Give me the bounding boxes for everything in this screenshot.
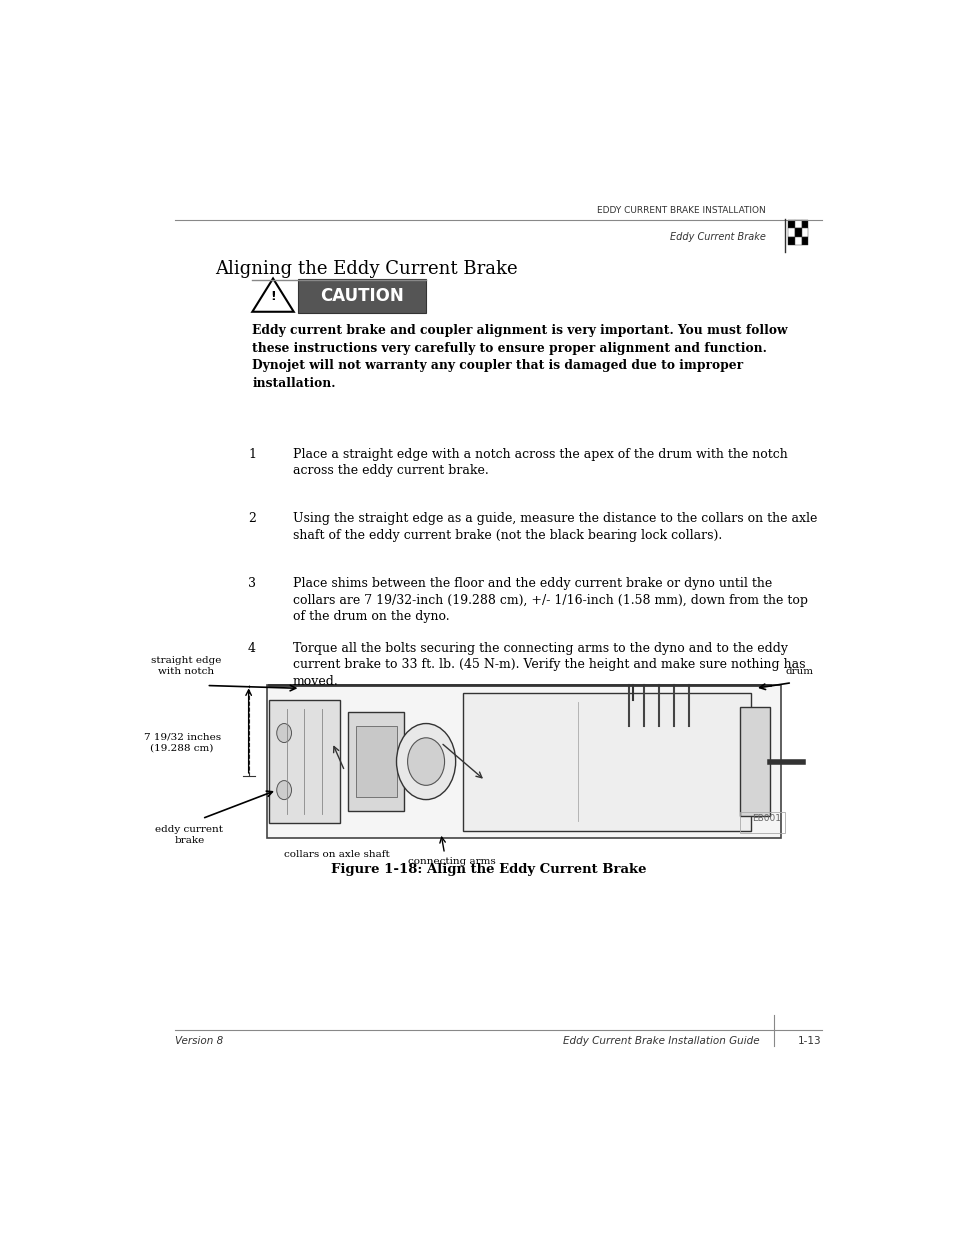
Bar [355,726,396,798]
Bar [794,228,801,237]
Bar [740,706,769,816]
Text: EB001: EB001 [751,814,781,824]
Text: eddy current
brake: eddy current brake [155,825,223,846]
Text: connecting arms: connecting arms [408,857,496,866]
Text: 1-13: 1-13 [797,1036,821,1046]
Text: Using the straight edge as a guide, measure the distance to the collars on the a: Using the straight edge as a guide, meas… [293,513,817,542]
Text: collars on axle shaft: collars on axle shaft [284,850,390,860]
Text: !: ! [270,290,275,303]
Polygon shape [252,278,294,311]
Text: 7 19/32 inches
(19.288 cm): 7 19/32 inches (19.288 cm) [143,732,220,752]
Text: Eddy Current Brake: Eddy Current Brake [670,232,765,242]
Text: Place shims between the floor and the eddy current brake or dyno until the
colla: Place shims between the floor and the ed… [293,577,807,624]
Circle shape [396,724,456,799]
Text: Eddy current brake and coupler alignment is very important. You must follow
thes: Eddy current brake and coupler alignment… [252,324,787,389]
Bar [740,811,783,832]
Bar [801,228,807,237]
Circle shape [276,781,292,799]
Circle shape [276,724,292,742]
Text: Version 8: Version 8 [174,1036,223,1046]
Bar [267,685,781,837]
Bar [269,700,339,824]
Text: straight edge
with notch: straight edge with notch [151,656,221,676]
Bar [348,711,403,811]
Circle shape [407,737,444,785]
Bar [298,279,426,312]
Text: EDDY CURRENT BRAKE INSTALLATION: EDDY CURRENT BRAKE INSTALLATION [597,206,765,215]
Text: 2: 2 [248,513,255,525]
Text: Torque all the bolts securing the connecting arms to the dyno and to the eddy
cu: Torque all the bolts securing the connec… [293,642,804,688]
Text: 3: 3 [248,577,255,590]
Text: Eddy Current Brake Installation Guide: Eddy Current Brake Installation Guide [562,1036,759,1046]
Bar [787,228,794,237]
Text: CAUTION: CAUTION [320,287,403,305]
Bar [794,237,801,246]
Text: Figure 1-18: Align the Eddy Current Brake: Figure 1-18: Align the Eddy Current Brak… [331,863,646,877]
Bar [794,220,801,228]
Bar [801,237,807,246]
Bar [787,237,794,246]
Text: 1: 1 [248,448,255,461]
Bar [787,220,794,228]
Bar [801,220,807,228]
Bar [462,693,751,830]
Text: 4: 4 [248,642,255,655]
Text: drum: drum [784,667,813,676]
Text: Place a straight edge with a notch across the apex of the drum with the notch
ac: Place a straight edge with a notch acros… [293,448,787,477]
Text: Aligning the Eddy Current Brake: Aligning the Eddy Current Brake [215,261,517,278]
